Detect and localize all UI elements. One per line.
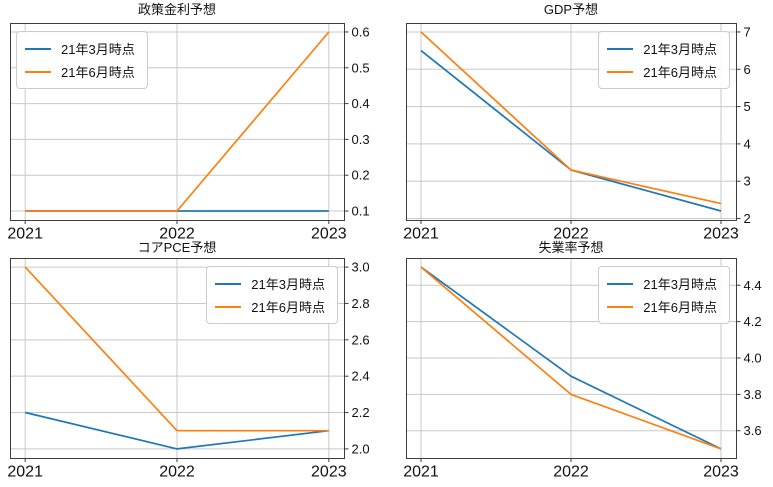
subplot-title-gdp: GDP予想	[543, 2, 599, 17]
legend-item-label: 21年3月時点	[61, 42, 135, 57]
y-tick-label: 5	[744, 99, 751, 114]
y-tick-label: 4.2	[744, 314, 762, 329]
subplot-title-core-pce: コアPCE予想	[137, 240, 217, 255]
x-tick-label: 2022	[159, 226, 195, 243]
x-tick-label: 2021	[7, 226, 43, 243]
x-tick-label: 2023	[703, 226, 739, 243]
x-tick-label: 2021	[403, 464, 439, 481]
y-tick-label: 4.0	[744, 351, 762, 366]
legend-item-june: 21年6月時点	[607, 295, 717, 318]
orange-line-sample-icon	[607, 70, 634, 73]
legend-item-label: 21年6月時点	[643, 65, 717, 80]
blue-line-sample-icon	[25, 47, 51, 50]
legend-item-label: 21年6月時点	[61, 65, 135, 80]
y-tick-label: 7	[744, 24, 751, 39]
y-tick-label: 4.4	[744, 278, 762, 293]
y-tick-label: 0.4	[352, 96, 370, 111]
series-line-2	[24, 266, 329, 432]
y-tick-label: 0.5	[352, 60, 370, 75]
series-line-1	[420, 266, 722, 450]
legend-item-label: 21年3月時点	[643, 277, 717, 292]
y-tick-label: 3.0	[352, 260, 370, 275]
orange-line-sample-icon	[215, 305, 242, 308]
legend-item-label: 21年3月時点	[643, 42, 717, 57]
orange-line-sample-icon	[25, 70, 51, 73]
legend-item-june: 21年6月時点	[25, 60, 135, 83]
y-tick-label: 2.8	[352, 296, 370, 311]
x-tick-label: 2022	[553, 226, 589, 243]
legend-item-march: 21年3月時点	[607, 37, 717, 60]
y-tick-label: 0.1	[352, 204, 370, 219]
y-tick-label: 3.8	[744, 387, 762, 402]
legend-item-june: 21年6月時点	[215, 295, 325, 318]
subplot-title-unemployment: 失業率予想	[538, 240, 604, 255]
subplot-title-policy-rate: 政策金利予想	[137, 2, 216, 17]
x-tick-label: 2023	[311, 226, 347, 243]
x-tick-label: 2022	[553, 464, 589, 481]
y-tick-label: 2.6	[352, 332, 370, 347]
legend-item-march: 21年3月時点	[25, 37, 135, 60]
blue-line-sample-icon	[607, 282, 634, 285]
x-tick-label: 2023	[703, 464, 739, 481]
x-tick-label: 2023	[311, 464, 347, 481]
legend: 21年3月時点 21年6月時点	[598, 266, 730, 324]
legend-item-label: 21年6月時点	[251, 300, 325, 315]
x-tick-label: 2022	[159, 464, 195, 481]
legend: 21年3月時点 21年6月時点	[16, 31, 148, 89]
y-tick-label: 2.4	[352, 369, 370, 384]
blue-line-sample-icon	[215, 282, 242, 285]
y-tick-label: 0.2	[352, 168, 370, 183]
y-tick-label: 3.6	[744, 423, 762, 438]
y-tick-label: 3	[744, 174, 751, 189]
blue-line-sample-icon	[607, 47, 634, 50]
y-tick-label: 4	[744, 136, 751, 151]
y-tick-label: 6	[744, 62, 751, 77]
x-tick-label: 2021	[7, 464, 43, 481]
y-tick-label: 0.6	[352, 24, 370, 39]
y-tick-label: 0.3	[352, 132, 370, 147]
y-tick-label: 2.2	[352, 405, 370, 420]
legend-item-march: 21年3月時点	[215, 272, 325, 295]
legend: 21年3月時点 21年6月時点	[598, 31, 730, 89]
series-line-2	[25, 31, 330, 212]
legend-item-june: 21年6月時点	[607, 60, 717, 83]
legend-item-march: 21年3月時点	[607, 272, 717, 295]
series-line-1	[25, 411, 329, 450]
legend-item-label: 21年6月時点	[643, 300, 717, 315]
y-tick-label: 2	[744, 211, 751, 226]
series-line-2	[420, 266, 722, 450]
legend: 21年3月時点 21年6月時点	[206, 266, 338, 324]
x-tick-label: 2021	[403, 226, 439, 243]
y-tick-label: 2.0	[352, 441, 370, 456]
orange-line-sample-icon	[607, 305, 634, 308]
series-line-2	[420, 31, 722, 205]
legend-item-label: 21年3月時点	[251, 277, 325, 292]
